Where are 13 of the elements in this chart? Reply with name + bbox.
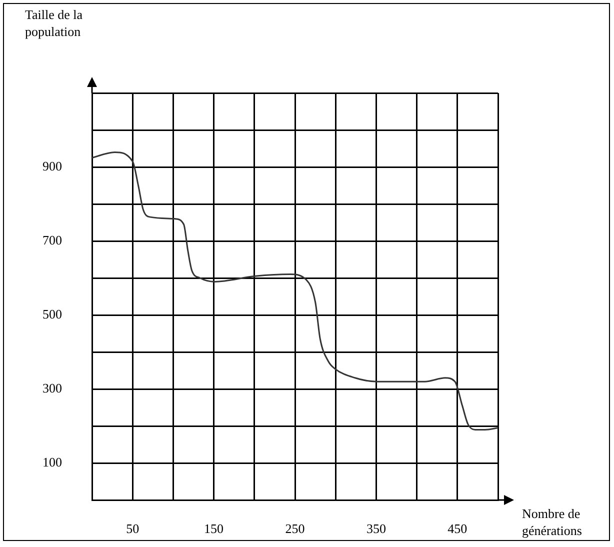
- y-tick-label: 100: [42, 454, 62, 470]
- y-tick-label: 700: [42, 232, 62, 248]
- x-tick-label: 250: [285, 521, 305, 536]
- x-tick-label: 450: [448, 521, 468, 536]
- y-axis-title: Taille de la population: [25, 6, 84, 40]
- y-tick-label: 300: [42, 380, 62, 396]
- y-tick-label: 500: [42, 306, 62, 322]
- y-tick-label: 900: [42, 158, 62, 174]
- line-series: [92, 151, 498, 430]
- x-tick-label: 150: [204, 521, 224, 536]
- x-tick-label: 350: [366, 521, 386, 536]
- x-axis-title: Nombre de générations: [522, 505, 583, 539]
- x-tick-label: 50: [126, 521, 140, 536]
